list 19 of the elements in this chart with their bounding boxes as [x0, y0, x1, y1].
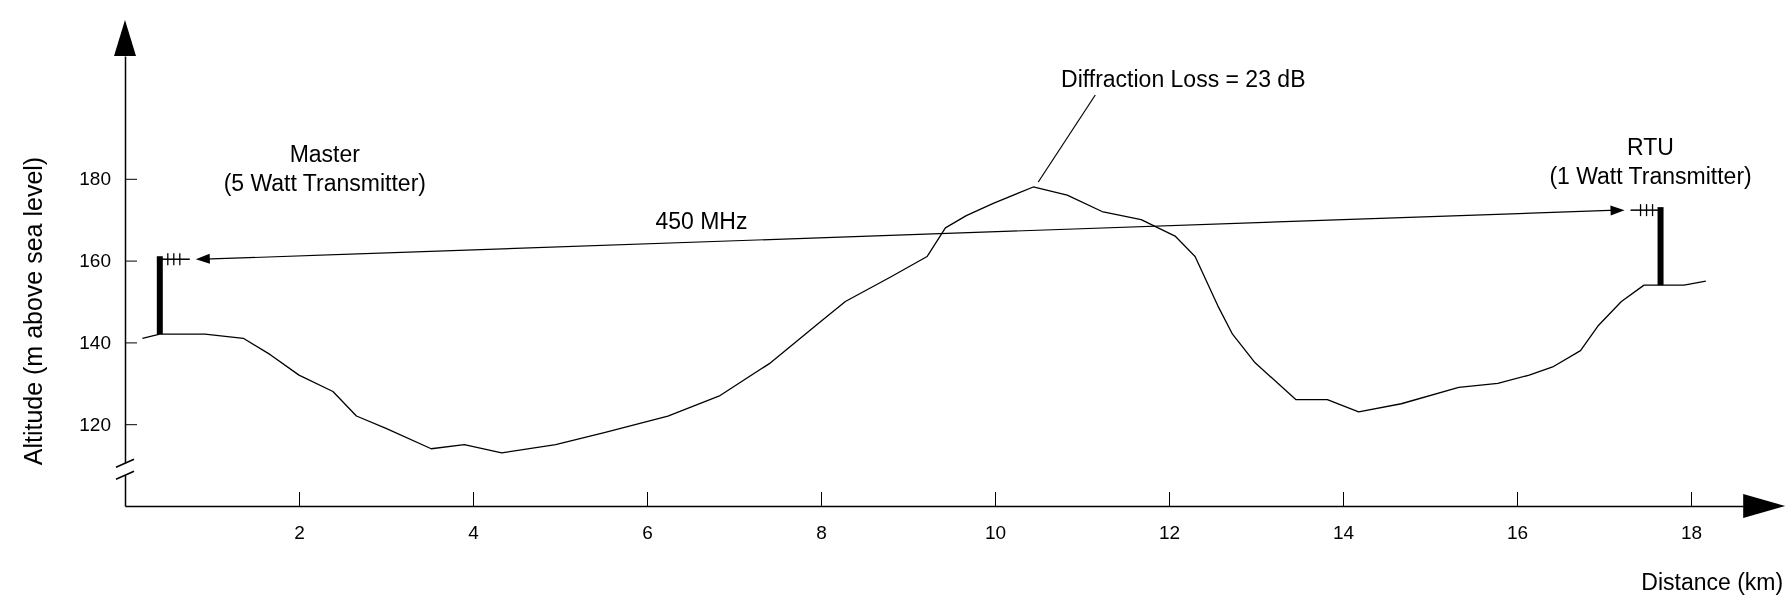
annotation: 450 MHz: [655, 207, 748, 234]
annotation: Master (5 Watt Transmitter): [223, 141, 426, 197]
y-tick-label: 160: [79, 250, 111, 272]
x-tick-label: 8: [816, 522, 827, 544]
x-tick-label: 2: [294, 522, 305, 544]
x-tick-label: 18: [1680, 522, 1703, 544]
x-tick-label: 4: [468, 522, 480, 544]
y-axis-title: Altitude (m above sea level): [19, 156, 47, 466]
y-tick-label: 120: [79, 413, 111, 435]
x-axis-title: Distance (km): [1641, 569, 1784, 595]
x-tick-label: 16: [1506, 522, 1529, 544]
annotation: RTU (1 Watt Transmitter): [1549, 134, 1752, 190]
y-tick-label: 140: [79, 331, 111, 353]
y-tick-label: 180: [79, 168, 111, 190]
x-tick-label: 12: [1158, 522, 1181, 544]
x-tick-label: 14: [1332, 522, 1355, 544]
annotation: Diffraction Loss = 23 dB: [1061, 65, 1306, 92]
x-tick-label: 10: [984, 522, 1007, 544]
x-tick-label: 6: [642, 522, 653, 544]
